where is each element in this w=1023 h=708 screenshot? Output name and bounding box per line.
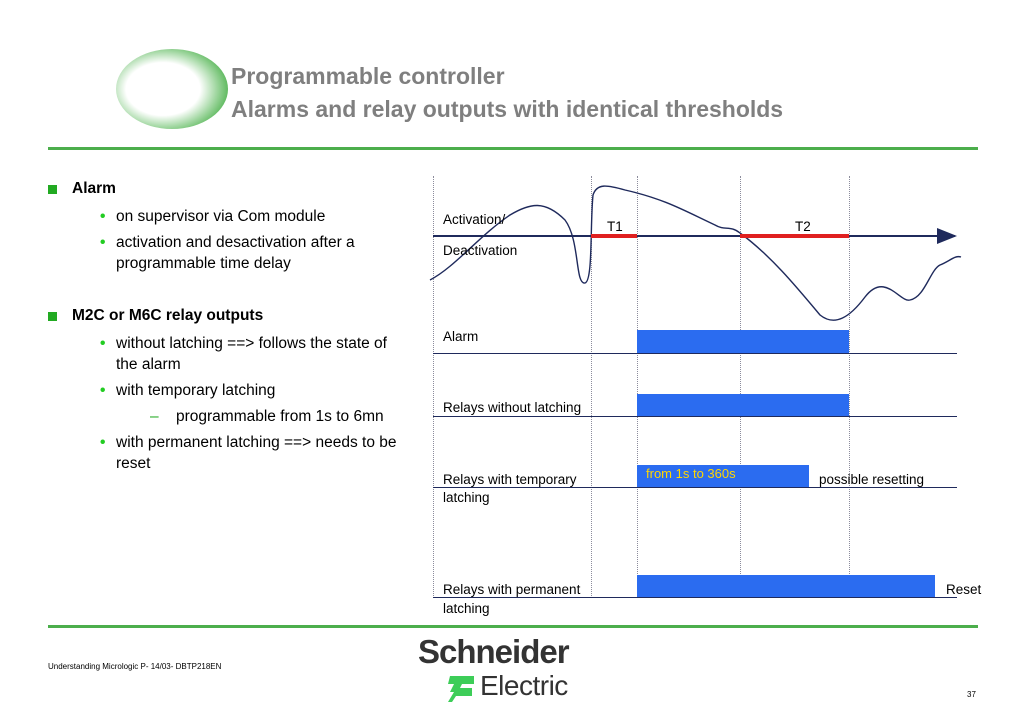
round-bullet-icon: • bbox=[100, 208, 106, 225]
footer-text: Understanding Micrologic P- 14/03- DBTP2… bbox=[48, 662, 222, 671]
t1-delay-bar bbox=[591, 234, 637, 238]
decorative-green-oval bbox=[115, 48, 230, 130]
relays-without-latching-label: Relays without latching bbox=[443, 400, 582, 415]
header-rule bbox=[48, 147, 978, 150]
alarm-row-baseline bbox=[433, 353, 957, 354]
footer-rule bbox=[48, 625, 978, 628]
bullet-relays-label: M2C or M6C relay outputs bbox=[72, 307, 264, 324]
timeline-marker-t2-end bbox=[849, 176, 850, 598]
bullet-relays-subitem: – programmable from 1s to 6mn bbox=[48, 406, 406, 427]
bullet-alarm-item: • on supervisor via Com module bbox=[48, 206, 408, 227]
life-is-on-icon bbox=[448, 676, 474, 702]
relays-temporary-baseline bbox=[433, 487, 957, 488]
bullet-relays-item: • without latching ==> follows the state… bbox=[48, 333, 408, 375]
page-number: 37 bbox=[967, 690, 976, 699]
bullet-relays-item-text: with permanent latching ==> needs to be … bbox=[116, 434, 397, 472]
timeline-marker-t1-end bbox=[637, 176, 638, 598]
bullet-relays: M2C or M6C relay outputs bbox=[48, 307, 418, 325]
square-bullet-icon bbox=[48, 185, 57, 194]
relays-temporary-label-line1: Relays with temporary bbox=[443, 472, 577, 487]
bullet-alarm: Alarm bbox=[48, 180, 418, 198]
temporary-range-label: from 1s to 360s bbox=[646, 466, 736, 481]
bullet-alarm-item-text: activation and desactivation after a pro… bbox=[116, 234, 355, 272]
alarm-active-bar bbox=[637, 330, 849, 353]
relays-permanent-label-line1: Relays with permanent bbox=[443, 582, 581, 597]
bullet-relays-item-text: without latching ==> follows the state o… bbox=[116, 335, 387, 373]
alarm-row-label: Alarm bbox=[443, 329, 479, 344]
bullet-list: Alarm • on supervisor via Com module • a… bbox=[48, 180, 418, 479]
t2-label: T2 bbox=[795, 219, 811, 234]
bullet-alarm-label: Alarm bbox=[72, 180, 116, 197]
activation-label-line1: Activation/ bbox=[443, 212, 506, 227]
relays-permanent-latching-bar bbox=[637, 575, 935, 597]
timeline-marker-threshold-cross bbox=[591, 176, 592, 598]
logo-wordmark-schneider: Schneider bbox=[418, 633, 570, 670]
bullet-alarm-item-text: on supervisor via Com module bbox=[116, 208, 326, 225]
round-bullet-icon: • bbox=[100, 335, 106, 352]
timeline-marker-threshold-exit bbox=[740, 176, 741, 598]
round-bullet-icon: • bbox=[100, 234, 106, 251]
signal-chart bbox=[429, 185, 962, 321]
relays-permanent-label-line2: latching bbox=[443, 601, 490, 616]
slide-title-line1: Programmable controller bbox=[231, 63, 505, 89]
bullet-relays-item: • with permanent latching ==> needs to b… bbox=[48, 432, 408, 474]
t2-delay-bar bbox=[740, 234, 849, 238]
dash-bullet-icon: – bbox=[150, 408, 159, 425]
relays-temporary-latching-bar bbox=[637, 465, 809, 487]
bullet-alarm-item: • activation and desactivation after a p… bbox=[48, 232, 408, 274]
possible-resetting-label: possible resetting bbox=[819, 472, 925, 487]
activation-label-line2: Deactivation bbox=[443, 243, 518, 258]
square-bullet-icon bbox=[48, 312, 57, 321]
reset-label: Reset bbox=[946, 582, 982, 597]
relays-without-latching-bar bbox=[637, 394, 849, 416]
slide-title-line2: Alarms and relay outputs with identical … bbox=[231, 96, 784, 122]
logo-wordmark-electric: Electric bbox=[480, 670, 568, 701]
schneider-electric-logo: Schneider Electric bbox=[418, 634, 588, 706]
relays-temporary-label-line2: latching bbox=[443, 490, 490, 505]
round-bullet-icon: • bbox=[100, 382, 106, 399]
round-bullet-icon: • bbox=[100, 434, 106, 451]
bullet-relays-item: • with temporary latching bbox=[48, 380, 408, 401]
bullet-relays-subitem-text: programmable from 1s to 6mn bbox=[176, 408, 384, 425]
timeline-marker-start bbox=[433, 176, 434, 598]
measured-signal-curve bbox=[429, 185, 962, 321]
relays-permanent-baseline bbox=[433, 597, 957, 598]
bullet-relays-item-text: with temporary latching bbox=[116, 382, 276, 399]
t1-label: T1 bbox=[607, 219, 623, 234]
relays-without-latching-baseline bbox=[433, 416, 957, 417]
